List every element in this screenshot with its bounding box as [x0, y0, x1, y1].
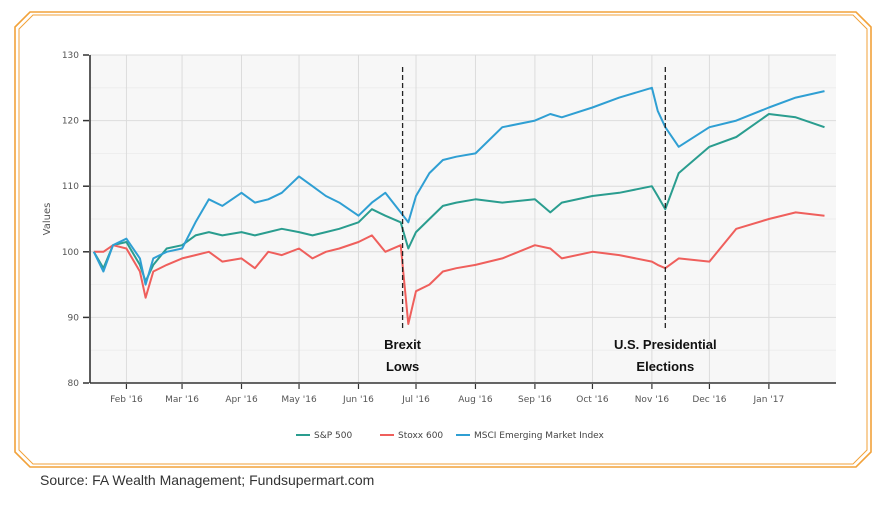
series-line-msci	[92, 86, 825, 286]
y-tick-label: 100	[62, 248, 79, 258]
legend-entry: Stoxx 600	[398, 431, 443, 441]
series-line-stoxx600	[93, 211, 825, 325]
legend: S&P 500 Stoxx 600 MSCI Emerging Market Ind…	[296, 431, 605, 441]
annotations: Brexit Lows U.S. Presidential Elections	[384, 67, 717, 374]
axes: 80 90 100 110 120 130 Feb '16 Mar '16 Apr '16 May…	[62, 51, 836, 405]
x-tick-label: Jan '17	[753, 395, 785, 405]
x-tick-label: Aug '16	[458, 395, 493, 405]
x-tick-label: Apr '16	[225, 395, 258, 405]
annotation-label: Lows	[386, 359, 419, 374]
legend-entry: S&P 500	[314, 431, 352, 441]
y-tick-label: 80	[68, 379, 80, 389]
x-tick-label: Sep '16	[518, 395, 552, 405]
x-tick-label: Nov '16	[635, 395, 670, 405]
annotation-label: U.S. Presidential	[614, 337, 717, 352]
y-tick-label: 110	[62, 182, 79, 192]
x-tick-label: Jul '16	[401, 395, 430, 405]
series-lines	[92, 86, 825, 325]
y-tick-label: 130	[62, 51, 79, 61]
x-tick-label: Jun '16	[342, 395, 374, 405]
y-tick-label: 90	[68, 313, 80, 323]
legend-entry: MSCI Emerging Market Index	[474, 431, 605, 441]
source-caption: Source: FA Wealth Management; Fundsuperm…	[40, 472, 375, 488]
x-tick-label: May '16	[281, 395, 317, 405]
y-axis-label: Values	[42, 203, 53, 236]
x-tick-label: Dec '16	[692, 395, 726, 405]
x-tick-label: Oct '16	[576, 395, 609, 405]
annotation-label: Elections	[636, 359, 694, 374]
line-chart: 80 90 100 110 120 130 Feb '16 Mar '16 Apr '16 May…	[42, 51, 836, 441]
series-line-sp500	[92, 113, 825, 283]
x-tick-label: Mar '16	[165, 395, 199, 405]
annotation-label: Brexit	[384, 337, 422, 352]
y-tick-label: 120	[62, 117, 79, 127]
x-tick-label: Feb '16	[110, 395, 143, 405]
chart-frame	[14, 11, 872, 468]
